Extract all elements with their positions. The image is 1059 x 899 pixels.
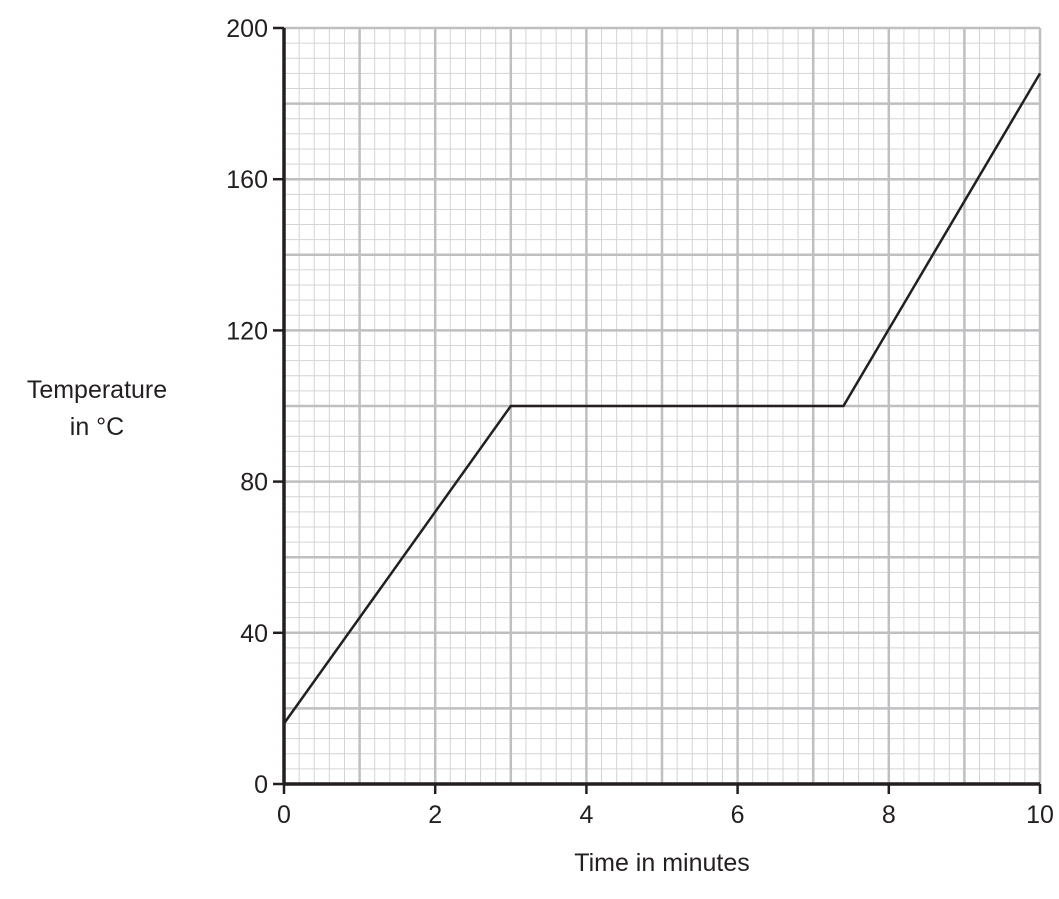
y-tick-label: 120 [226,317,268,345]
axes [273,26,1042,794]
y-tick-label: 80 [240,469,268,497]
temperature-line [282,72,1042,725]
y-axis-title-line1: Temperature [27,376,167,404]
x-tick-label: 8 [882,801,896,829]
x-tick-label: 2 [428,801,442,829]
y-tick-label: 160 [226,166,268,194]
x-tick-label: 10 [1026,801,1054,829]
x-tick-label: 4 [579,801,593,829]
x-tick-label: 6 [731,801,745,829]
y-tick-labels: 0 40 80 120 160 200 [226,15,268,799]
y-tick-label: 200 [226,15,268,43]
x-tick-label: 0 [277,801,291,829]
series-group [282,72,1042,725]
y-tick-label: 40 [240,620,268,648]
y-axis-title-line2: in °C [70,413,124,441]
x-tick-labels: 0 2 4 6 8 10 [277,801,1054,829]
y-tick-label: 0 [254,771,268,799]
x-axis-title: Time in minutes [574,849,750,877]
